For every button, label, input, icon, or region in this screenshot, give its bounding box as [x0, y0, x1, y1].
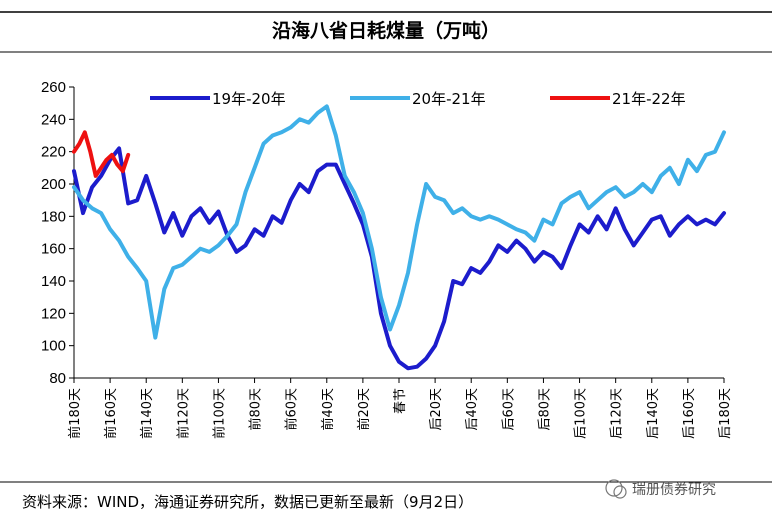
x-tick-label: 后80天 [537, 388, 552, 431]
watermark-text: 瑞册债券研究 [632, 482, 716, 498]
x-tick-label: 后180天 [718, 388, 733, 439]
x-ticks: 前180天 前160天 前140天 前120天 前100天 前80天 前60天 前40天 前20… [67, 378, 733, 439]
x-tick-label: 后140天 [646, 388, 661, 439]
y-tick-label: 140 [41, 273, 66, 290]
x-tick-label: 后20天 [429, 388, 444, 431]
y-tick-label: 160 [41, 241, 66, 258]
series-layer [74, 106, 724, 368]
legend: 19年-20年 20年-21年 21年-22年 [150, 90, 686, 108]
wechat-icon-inner [614, 486, 626, 498]
y-ticks: 80 100 120 140 160 180 200 220 240 260 [41, 79, 74, 387]
watermark: 瑞册债券研究 [606, 480, 716, 498]
x-tick-label: 春节 [393, 388, 408, 414]
x-tick-label: 前40天 [320, 388, 336, 431]
y-tick-label: 240 [41, 111, 66, 128]
y-tick-label: 260 [41, 79, 66, 96]
x-tick-label: 前140天 [139, 388, 155, 439]
y-tick-label: 180 [41, 208, 66, 225]
legend-label-0: 19年-20年 [212, 90, 286, 108]
x-tick-label: 后60天 [501, 388, 516, 431]
x-tick-label: 前20天 [356, 388, 372, 431]
y-tick-label: 200 [41, 176, 66, 193]
y-tick-label: 120 [41, 305, 66, 322]
x-tick-label: 后40天 [465, 388, 480, 431]
y-tick-label: 100 [41, 338, 66, 355]
legend-label-2: 21年-22年 [612, 90, 686, 108]
x-tick-label: 前180天 [67, 388, 83, 439]
legend-label-1: 20年-21年 [412, 90, 486, 108]
series-line-0 [74, 148, 724, 368]
x-tick-label: 后160天 [682, 388, 697, 439]
y-tick-label: 80 [49, 370, 66, 387]
x-tick-label: 前60天 [284, 388, 300, 431]
x-tick-label: 前100天 [211, 388, 227, 439]
x-tick-label: 后120天 [610, 388, 625, 439]
x-tick-label: 前120天 [175, 388, 191, 439]
chart-title: 沿海八省日耗煤量（万吨） [272, 19, 500, 42]
x-tick-label: 前80天 [248, 388, 264, 431]
series-line-1 [74, 106, 724, 337]
x-tick-label: 后100天 [574, 388, 589, 439]
x-tick-label: 前160天 [103, 388, 119, 439]
y-tick-label: 220 [41, 144, 66, 161]
source-note: 资料来源：WIND，海通证券研究所，数据已更新至最新（9月2日） [22, 493, 473, 511]
